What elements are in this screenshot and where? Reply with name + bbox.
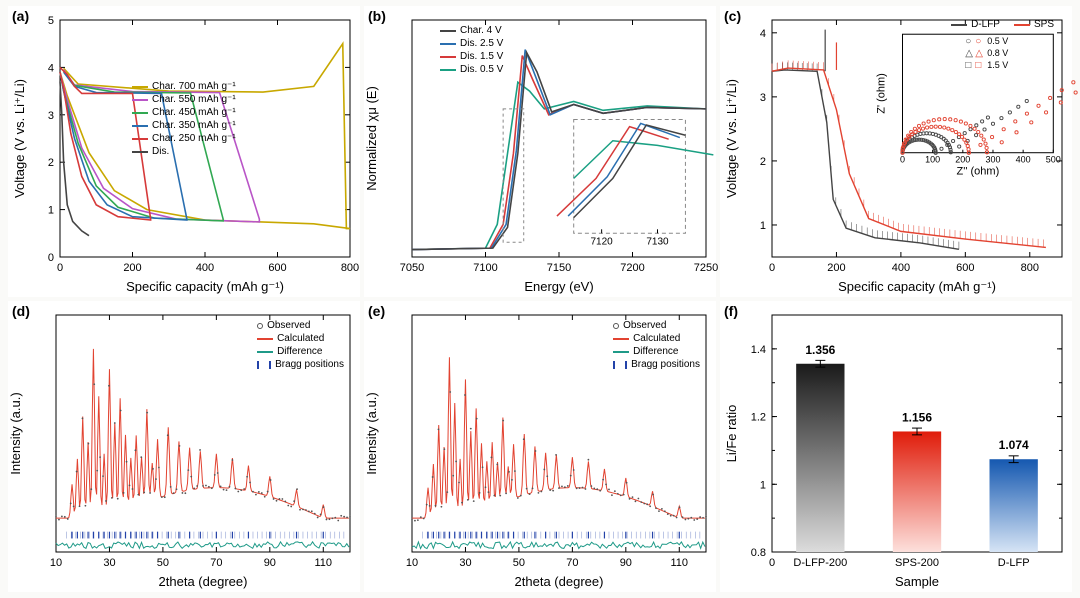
svg-text:7200: 7200 xyxy=(620,262,644,274)
svg-text:1.156: 1.156 xyxy=(902,410,932,424)
svg-text:30: 30 xyxy=(459,557,471,569)
svg-text:5: 5 xyxy=(48,15,54,27)
svg-text:4: 4 xyxy=(760,28,766,40)
svg-text:0.8 V: 0.8 V xyxy=(987,48,1008,58)
svg-text:70: 70 xyxy=(210,557,222,569)
svg-text:SPS-200: SPS-200 xyxy=(895,557,939,569)
svg-text:D-LFP: D-LFP xyxy=(998,557,1030,569)
svg-text:1: 1 xyxy=(760,220,766,232)
svg-text:1: 1 xyxy=(48,205,54,217)
svg-text:300: 300 xyxy=(985,155,1000,165)
svg-text:1.5 V: 1.5 V xyxy=(987,60,1008,70)
svg-text:Z' (ohm): Z' (ohm) xyxy=(876,73,888,114)
svg-text:2: 2 xyxy=(760,156,766,168)
svg-text:3: 3 xyxy=(48,110,54,122)
svg-text:110: 110 xyxy=(670,557,688,569)
svg-text:3: 3 xyxy=(760,92,766,104)
svg-text:D-LFP-200: D-LFP-200 xyxy=(793,557,847,569)
svg-text:Voltage (V vs. Li⁺/Li): Voltage (V vs. Li⁺/Li) xyxy=(12,79,27,198)
svg-text:10: 10 xyxy=(50,557,62,569)
svg-text:Sample: Sample xyxy=(895,574,939,589)
svg-text:110: 110 xyxy=(314,557,332,569)
svg-text:7130: 7130 xyxy=(646,236,669,247)
svg-text:50: 50 xyxy=(157,557,169,569)
svg-text:50: 50 xyxy=(513,557,525,569)
panel-d: (d)1030507090110Intensity (a.u.)2theta (… xyxy=(8,301,360,592)
svg-text:△: △ xyxy=(975,48,983,59)
svg-text:Specific capacity (mAh g⁻¹): Specific capacity (mAh g⁻¹) xyxy=(838,279,996,294)
svg-text:7100: 7100 xyxy=(473,262,497,274)
svg-text:4: 4 xyxy=(48,62,54,74)
svg-text:0: 0 xyxy=(57,262,63,274)
figure-grid: (a)0200400600800012345Voltage (V vs. Li⁺… xyxy=(0,0,1080,598)
svg-text:400: 400 xyxy=(196,262,214,274)
svg-text:90: 90 xyxy=(264,557,276,569)
panel-f: (f)00.811.21.4Li/Fe ratioSample1.356D-LF… xyxy=(720,301,1072,592)
svg-text:Intensity (a.u.): Intensity (a.u.) xyxy=(364,392,379,474)
svg-text:1.2: 1.2 xyxy=(751,412,766,424)
svg-text:2theta (degree): 2theta (degree) xyxy=(159,574,248,589)
svg-text:500: 500 xyxy=(1046,155,1061,165)
svg-text:800: 800 xyxy=(341,262,359,274)
svg-text:10: 10 xyxy=(406,557,418,569)
svg-text:90: 90 xyxy=(620,557,632,569)
svg-text:2: 2 xyxy=(48,157,54,169)
svg-text:600: 600 xyxy=(268,262,286,274)
svg-text:600: 600 xyxy=(956,262,974,274)
svg-text:1: 1 xyxy=(760,479,766,491)
svg-text:7250: 7250 xyxy=(694,262,718,274)
svg-text:70: 70 xyxy=(566,557,578,569)
svg-text:1.074: 1.074 xyxy=(999,438,1029,452)
svg-text:0: 0 xyxy=(900,155,905,165)
svg-text:0.8: 0.8 xyxy=(751,547,766,559)
svg-text:0: 0 xyxy=(769,262,775,274)
svg-text:Normalized χμ (E): Normalized χμ (E) xyxy=(364,86,379,191)
svg-text:100: 100 xyxy=(925,155,940,165)
svg-text:0: 0 xyxy=(769,557,775,569)
svg-text:○: ○ xyxy=(975,36,981,47)
panel-e: (e)1030507090110Intensity (a.u.)2theta (… xyxy=(364,301,716,592)
svg-text:0.5 V: 0.5 V xyxy=(987,36,1008,46)
svg-text:7050: 7050 xyxy=(400,262,424,274)
svg-text:0: 0 xyxy=(48,252,54,264)
svg-text:Z'' (ohm): Z'' (ohm) xyxy=(957,166,1000,178)
svg-text:Li/Fe ratio: Li/Fe ratio xyxy=(724,405,739,463)
svg-text:30: 30 xyxy=(103,557,115,569)
svg-text:800: 800 xyxy=(1021,262,1039,274)
svg-text:200: 200 xyxy=(123,262,141,274)
panel-c: (c)02004006008001234Voltage (V vs. Li⁺/L… xyxy=(720,6,1072,297)
svg-text:Intensity (a.u.): Intensity (a.u.) xyxy=(8,392,23,474)
panel-b: (b)70507100715072007250Normalized χμ (E)… xyxy=(364,6,716,297)
svg-text:□: □ xyxy=(975,60,981,71)
svg-text:200: 200 xyxy=(827,262,845,274)
svg-text:400: 400 xyxy=(892,262,910,274)
svg-text:1.4: 1.4 xyxy=(751,344,766,356)
svg-text:Energy (eV): Energy (eV) xyxy=(524,279,593,294)
svg-text:200: 200 xyxy=(955,155,970,165)
svg-text:△: △ xyxy=(965,48,973,59)
svg-text:□: □ xyxy=(965,60,971,71)
svg-text:Voltage (V vs. Li⁺/Li): Voltage (V vs. Li⁺/Li) xyxy=(724,79,739,198)
svg-text:Specific capacity (mAh g⁻¹): Specific capacity (mAh g⁻¹) xyxy=(126,279,284,294)
svg-text:400: 400 xyxy=(1016,155,1031,165)
svg-text:2theta (degree): 2theta (degree) xyxy=(515,574,604,589)
svg-text:7150: 7150 xyxy=(547,262,571,274)
svg-text:○: ○ xyxy=(965,36,971,47)
svg-text:1.356: 1.356 xyxy=(805,343,835,357)
svg-text:7120: 7120 xyxy=(591,236,614,247)
panel-a: (a)0200400600800012345Voltage (V vs. Li⁺… xyxy=(8,6,360,297)
